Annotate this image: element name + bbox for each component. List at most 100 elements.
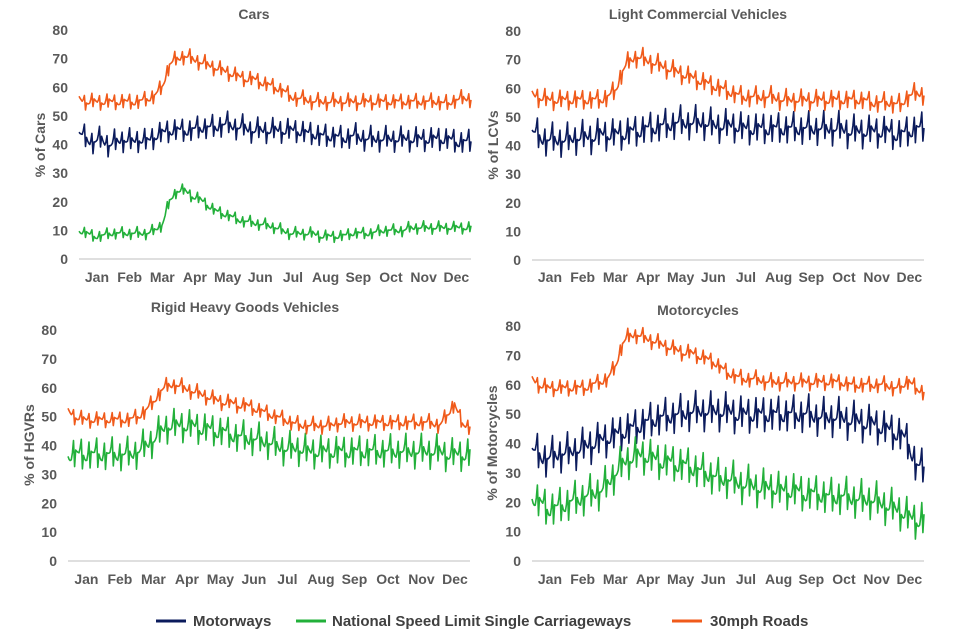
x-tick-label: Feb	[570, 571, 595, 587]
y-axis-label: % of Cars	[32, 113, 48, 178]
chart-title: Cars	[238, 6, 269, 22]
chart-title: Light Commercial Vehicles	[609, 6, 787, 22]
legend-label-30mph: 30mph Roads	[710, 613, 808, 630]
x-tick-label: May	[214, 269, 241, 285]
series-line-motorways	[531, 103, 925, 158]
y-tick-labels: 0 10 20 30 40 50 60 70 80	[505, 23, 521, 268]
y-tick-label: 30	[505, 166, 521, 182]
y-tick-label: 20	[52, 194, 68, 210]
legend-label-nsl: National Speed Limit Single Carriageways	[332, 613, 631, 630]
x-tick-label: Jan	[85, 269, 109, 285]
y-tick-label: 10	[52, 222, 68, 238]
x-tick-label: Oct	[832, 571, 856, 587]
x-tick-label: Nov	[410, 269, 437, 285]
y-tick-label: 10	[505, 524, 521, 540]
y-tick-label: 0	[49, 553, 57, 569]
x-tick-label: Jul	[277, 571, 297, 587]
series-lines	[531, 326, 925, 540]
y-tick-label: 50	[41, 409, 57, 425]
chart-legend: Motorways National Speed Limit Single Ca…	[156, 613, 808, 630]
y-tick-labels: 0 10 20 30 40 50 60 70 80	[52, 22, 68, 267]
y-tick-label: 20	[505, 494, 521, 510]
y-tick-label: 80	[52, 22, 68, 38]
y-tick-label: 80	[41, 322, 57, 338]
chart-panel-hgvr: Rigid Heavy Goods Vehicles % of HGVRs 0 1…	[21, 299, 471, 587]
y-axis-label: % of Motorcycles	[484, 385, 500, 500]
x-tick-label: Mar	[603, 269, 628, 285]
y-tick-label: 50	[505, 406, 521, 422]
y-tick-label: 0	[513, 553, 521, 569]
x-tick-label: May	[667, 571, 694, 587]
x-tick-label: Apr	[183, 269, 208, 285]
y-tick-label: 0	[60, 251, 68, 267]
series-line-motorways	[531, 389, 925, 483]
legend-label-motorways: Motorways	[193, 613, 271, 630]
x-tick-label: Jun	[241, 571, 266, 587]
y-tick-label: 50	[52, 108, 68, 124]
x-tick-label: Apr	[175, 571, 200, 587]
y-tick-label: 10	[505, 223, 521, 239]
x-tick-label: Nov	[863, 269, 890, 285]
x-tick-labels: Jan Feb Mar Apr May Jun Jul Aug Sep Oct Nov Dec	[538, 571, 922, 587]
series-lines	[67, 376, 471, 473]
x-tick-label: Sep	[798, 571, 824, 587]
x-tick-label: Apr	[636, 269, 661, 285]
x-tick-label: Nov	[863, 571, 890, 587]
x-tick-label: Aug	[765, 269, 792, 285]
x-tick-label: Aug	[765, 571, 792, 587]
x-tick-label: Dec	[896, 269, 922, 285]
x-tick-label: Dec	[896, 571, 922, 587]
y-tick-label: 40	[52, 137, 68, 153]
series-line-thirty	[67, 376, 471, 436]
x-tick-label: May	[207, 571, 234, 587]
x-tick-labels: Jan Feb Mar Apr May Jun Jul Aug Sep Oct Nov Dec	[74, 571, 468, 587]
y-tick-label: 40	[41, 438, 57, 454]
y-tick-label: 60	[505, 377, 521, 393]
y-tick-label: 60	[52, 79, 68, 95]
x-tick-label: Jan	[538, 269, 562, 285]
series-line-thirty	[78, 48, 472, 112]
chart-title: Motorcycles	[657, 302, 739, 318]
legend-item-nsl: National Speed Limit Single Carriageways	[296, 613, 631, 630]
x-tick-label: Dec	[443, 269, 469, 285]
x-tick-label: Mar	[141, 571, 166, 587]
series-line-thirty	[531, 46, 925, 114]
x-tick-label: Nov	[408, 571, 435, 587]
series-line-thirty	[531, 326, 925, 401]
y-tick-label: 70	[505, 52, 521, 68]
x-tick-label: Feb	[570, 269, 595, 285]
y-tick-label: 50	[505, 109, 521, 125]
x-tick-labels: Jan Feb Mar Apr May Jun Jul Aug Sep Oct Nov Dec	[85, 269, 469, 285]
series-lines	[78, 48, 472, 244]
legend-item-30mph: 30mph Roads	[672, 613, 808, 630]
x-tick-label: Jun	[248, 269, 273, 285]
x-tick-label: Aug	[312, 269, 339, 285]
y-tick-label: 40	[505, 138, 521, 154]
x-tick-label: Mar	[150, 269, 175, 285]
y-tick-label: 70	[41, 351, 57, 367]
y-tick-label: 60	[505, 80, 521, 96]
y-tick-label: 10	[41, 524, 57, 540]
y-axis-label: % of LCVs	[485, 110, 501, 179]
y-tick-label: 30	[52, 165, 68, 181]
y-tick-label: 0	[513, 252, 521, 268]
y-tick-label: 80	[505, 23, 521, 39]
x-tick-label: Jul	[736, 571, 756, 587]
chart-panel-motorcycles: Motorcycles % of Motorcycles 0 10 20 30 40 50…	[484, 302, 925, 587]
x-tick-label: May	[667, 269, 694, 285]
series-line-motorways	[78, 110, 472, 158]
y-tick-label: 20	[505, 195, 521, 211]
x-tick-label: Feb	[107, 571, 132, 587]
y-axis-label: % of HGVRs	[21, 404, 37, 486]
legend-item-motorways: Motorways	[156, 613, 271, 630]
chart-title: Rigid Heavy Goods Vehicles	[151, 299, 340, 315]
x-tick-label: Jan	[74, 571, 98, 587]
y-tick-label: 70	[505, 347, 521, 363]
y-tick-label: 70	[52, 51, 68, 67]
x-tick-label: Oct	[379, 269, 403, 285]
x-tick-label: Sep	[798, 269, 824, 285]
y-tick-label: 30	[505, 465, 521, 481]
x-tick-label: Mar	[603, 571, 628, 587]
x-tick-label: Jun	[701, 269, 726, 285]
